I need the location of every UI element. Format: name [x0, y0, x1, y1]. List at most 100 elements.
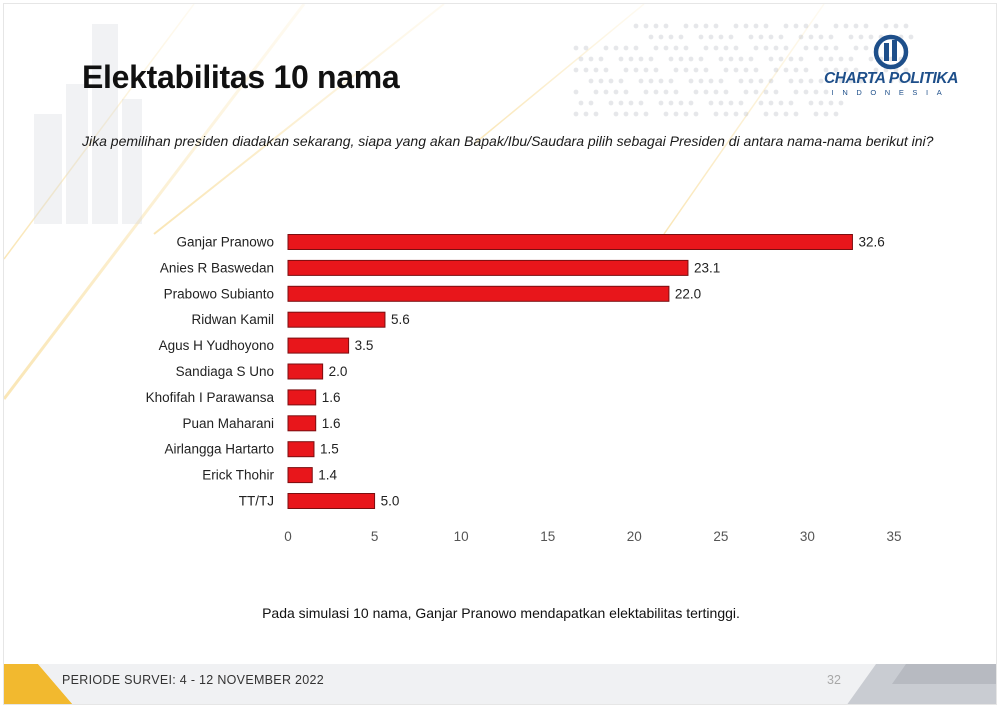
map-dot: [653, 23, 659, 29]
map-dot: [788, 100, 794, 106]
map-dot: [803, 23, 809, 29]
map-dot: [753, 45, 759, 51]
map-dot: [873, 67, 879, 73]
x-tick-label: 0: [284, 529, 292, 544]
value-label: 3.5: [355, 338, 374, 353]
chart-caption: Pada simulasi 10 nama, Ganjar Pranowo me…: [262, 605, 740, 621]
map-dot: [848, 78, 854, 84]
map-dot: [653, 67, 659, 73]
map-dot: [693, 67, 699, 73]
value-labels: 32.6 23.1 22.0 5.6 3.5 2.0 1.6 1.6 1.5 1.4 5.0: [318, 235, 884, 509]
map-dot: [753, 89, 759, 95]
map-dot: [738, 100, 744, 106]
map-dot: [728, 56, 734, 62]
map-dot: [738, 78, 744, 84]
map-dot: [638, 100, 644, 106]
map-dot: [833, 67, 839, 73]
map-dot: [788, 78, 794, 84]
map-dot: [753, 67, 759, 73]
map-dot: [823, 111, 829, 117]
bar: [287, 337, 350, 354]
map-dot: [668, 100, 674, 106]
map-dot: [798, 56, 804, 62]
map-dot: [693, 111, 699, 117]
bar: [287, 363, 324, 380]
value-label: 32.6: [858, 235, 884, 250]
map-dot: [838, 56, 844, 62]
map-dot: [828, 100, 834, 106]
map-dot: [628, 100, 634, 106]
map-dot: [643, 89, 649, 95]
map-dot: [833, 111, 839, 117]
map-dot: [688, 56, 694, 62]
map-dot: [748, 34, 754, 40]
map-dot: [683, 111, 689, 117]
map-dot: [683, 45, 689, 51]
map-dot: [848, 56, 854, 62]
map-dot: [643, 111, 649, 117]
category-label: Agus H Yudhoyono: [159, 338, 274, 353]
x-tick-label: 10: [454, 529, 469, 544]
map-dot: [893, 23, 899, 29]
map-dot: [703, 67, 709, 73]
map-dot: [758, 34, 764, 40]
value-label: 5.0: [381, 494, 400, 509]
map-dot: [733, 45, 739, 51]
map-dot: [858, 78, 864, 84]
map-dot: [698, 78, 704, 84]
map-dot: [598, 78, 604, 84]
category-label: Erick Thohir: [202, 468, 274, 483]
map-dot: [743, 67, 749, 73]
map-dot: [723, 67, 729, 73]
x-tick-label: 35: [886, 529, 901, 544]
map-dot: [768, 56, 774, 62]
survey-question: Jika pemilihan presiden diadakan sekaran…: [82, 133, 934, 149]
bar: [287, 311, 386, 328]
map-dot: [803, 89, 809, 95]
map-dot: [643, 67, 649, 73]
bar: [287, 441, 315, 458]
map-dot: [783, 111, 789, 117]
value-label: 2.0: [329, 364, 348, 379]
map-dot: [663, 111, 669, 117]
bar: [287, 493, 376, 509]
page-number: 32: [827, 673, 841, 687]
map-dot: [618, 100, 624, 106]
brand-logo: CHARTA POLITIKA INDONESIA: [806, 34, 976, 104]
map-dot: [863, 45, 869, 51]
map-dot: [688, 100, 694, 106]
map-dot: [853, 67, 859, 73]
map-dot: [603, 89, 609, 95]
map-dot: [783, 45, 789, 51]
map-dot: [573, 67, 579, 73]
x-tick-label: 15: [540, 529, 555, 544]
map-dot: [583, 45, 589, 51]
map-dot: [798, 34, 804, 40]
map-dot: [778, 34, 784, 40]
map-dot: [793, 23, 799, 29]
map-dot: [758, 100, 764, 106]
value-label: 1.4: [318, 468, 337, 483]
map-dot: [868, 34, 874, 40]
category-label: Ganjar Pranowo: [176, 235, 274, 250]
map-dot: [623, 45, 629, 51]
bar: [287, 285, 670, 302]
map-dot: [663, 23, 669, 29]
map-dot: [608, 78, 614, 84]
x-axis-tick-labels: 0 5 10 15 20 25 30 35: [284, 529, 901, 544]
building-silhouette: [34, 24, 142, 224]
map-dot: [668, 56, 674, 62]
map-dot: [888, 78, 894, 84]
map-dot: [588, 56, 594, 62]
bar-chart: Ganjar Pranowo Anies R Baswedan Prabowo Su…: [146, 234, 902, 544]
map-dot: [773, 89, 779, 95]
map-dot: [823, 89, 829, 95]
map-dot: [698, 34, 704, 40]
map-dot: [758, 78, 764, 84]
bar: [287, 234, 853, 250]
map-dot: [778, 100, 784, 106]
map-dot: [633, 67, 639, 73]
map-dot: [908, 34, 914, 40]
value-label: 1.5: [320, 442, 339, 457]
map-dot: [638, 78, 644, 84]
